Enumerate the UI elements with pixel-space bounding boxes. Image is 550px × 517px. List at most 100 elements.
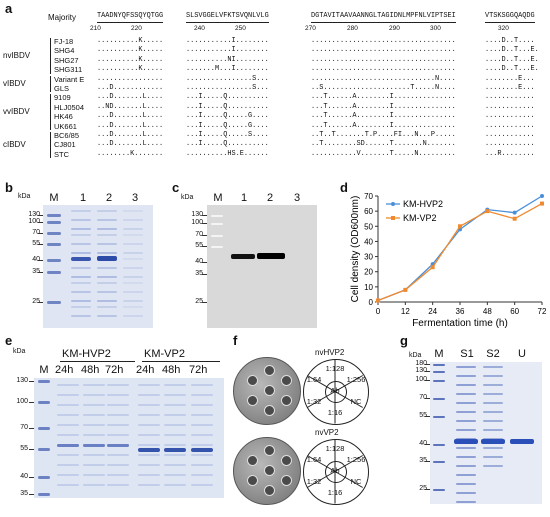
- lane-label-M: M: [39, 364, 49, 376]
- group-bracket-0: [50, 38, 51, 74]
- lane-band: [97, 234, 117, 236]
- lane-band: [123, 252, 143, 254]
- lane-band: [123, 258, 143, 260]
- lane-band: [107, 384, 129, 386]
- lane-band: [71, 219, 91, 221]
- x-tick-label: 60: [510, 307, 519, 316]
- alignment-row-segment: ...........I........: [186, 37, 269, 45]
- well-diagram-bottom: [303, 439, 369, 505]
- marker-tick: [38, 222, 43, 223]
- marker-band: [47, 214, 61, 217]
- marker-label-55: 55: [195, 242, 203, 249]
- lane-band: [483, 447, 503, 449]
- x-tick-label: 72: [538, 307, 547, 316]
- lane-band: [138, 424, 160, 426]
- group-line-1: [60, 361, 135, 362]
- well-label-1-128: 1:128: [325, 364, 345, 373]
- plate-label-bottom: nvVP2: [315, 428, 339, 437]
- lane-band: [97, 276, 117, 278]
- y-tick-label: 30: [364, 253, 373, 262]
- marker-band: [433, 416, 445, 418]
- data-point-KM-VP2: [376, 298, 380, 303]
- lane-band: [71, 282, 91, 284]
- lane-band: [483, 393, 503, 395]
- alignment-row-segment: ...D.......L....: [97, 121, 164, 130]
- lane-band: [456, 456, 476, 458]
- lane-label-2: 2: [266, 192, 274, 204]
- marker-tick: [202, 223, 207, 224]
- marker-label-35: 35: [195, 270, 203, 277]
- lane-band: [83, 394, 105, 396]
- alignment-row-segment: ............: [485, 112, 535, 121]
- lane-band: [456, 402, 476, 404]
- lane-band: [107, 474, 129, 476]
- lane-band: [97, 291, 117, 293]
- marker-tick: [202, 235, 207, 236]
- alignment-row-segment: ..........HS.E......: [186, 149, 269, 158]
- time-label: 24h: [136, 364, 155, 376]
- alignment-row-segment: ...R........: [485, 149, 535, 158]
- agar-well: [247, 395, 258, 406]
- target-band: [107, 444, 129, 447]
- lane-band: [123, 210, 143, 212]
- agar-plate-bottom: [233, 437, 301, 505]
- marker-band: [47, 243, 61, 246]
- alignment-row-segment: ...D.......L....: [97, 93, 164, 102]
- alignment-row-segment: ............: [485, 93, 535, 102]
- alignment-row-segment: ...T......A........I...............: [311, 93, 456, 102]
- marker-label-70: 70: [32, 229, 40, 236]
- lane-band: [123, 300, 143, 302]
- marker-tick: [425, 371, 430, 372]
- lane-band: [456, 420, 476, 422]
- lane-band: [138, 444, 160, 446]
- time-label: 48h: [162, 364, 181, 376]
- position-tick-0: 210: [90, 25, 101, 32]
- marker-label-40: 40: [419, 440, 427, 447]
- agar-well: [281, 475, 292, 486]
- lane-band: [123, 315, 143, 317]
- alignment-row-segment: ....D..T...E.: [485, 55, 539, 64]
- lane-band: [456, 393, 476, 395]
- lane-band: [83, 484, 105, 486]
- lane-band: [123, 243, 143, 245]
- marker-band: [433, 371, 445, 373]
- marker-tick: [29, 428, 34, 429]
- position-tick-4: 270: [305, 25, 316, 32]
- data-point-KM-VP2: [403, 287, 408, 292]
- lane-band: [138, 434, 160, 436]
- marker-label-70: 70: [195, 231, 203, 238]
- marker-band: [433, 444, 445, 446]
- marker-tick: [38, 244, 43, 245]
- well-label-1-32: 1:32: [306, 477, 322, 486]
- target-band: [83, 444, 105, 447]
- lane-band: [107, 404, 129, 406]
- lane-band: [83, 474, 105, 476]
- lane-band: [483, 366, 503, 368]
- x-tick-label: 24: [428, 307, 437, 316]
- marker-label-40: 40: [195, 258, 203, 265]
- alignment-row-segment: ........E...: [485, 74, 535, 83]
- data-point-KM-VP2: [458, 224, 462, 229]
- lane-band: [456, 465, 476, 467]
- lane-label-3: 3: [131, 192, 139, 204]
- series-line-KM-HVP2: [377, 195, 543, 302]
- position-tick-5: 280: [347, 25, 358, 32]
- alignment-row-segment: ..T..T.......T.P....FI...N...P.....: [311, 131, 456, 139]
- marker-label-55: 55: [419, 412, 427, 419]
- marker-band: [211, 246, 223, 248]
- lane-band: [107, 454, 129, 456]
- lane-band: [191, 424, 213, 426]
- well-label-1-32: 1:32: [306, 397, 322, 406]
- agar-well: [264, 405, 275, 416]
- agar-well: [247, 455, 258, 466]
- legend-marker: [391, 202, 395, 206]
- marker-band: [433, 380, 445, 382]
- well-label-NC: NC: [350, 477, 362, 486]
- alignment-row-segment: ..ND.......L....: [97, 102, 164, 111]
- lane-band: [138, 464, 160, 466]
- well-label-NC: NC: [350, 397, 362, 406]
- gel-g: [430, 362, 542, 504]
- alignment-row-segment: ....D..T...E.: [485, 46, 539, 55]
- marker-band: [38, 401, 50, 404]
- well-label-1-16: 1:16: [327, 408, 343, 417]
